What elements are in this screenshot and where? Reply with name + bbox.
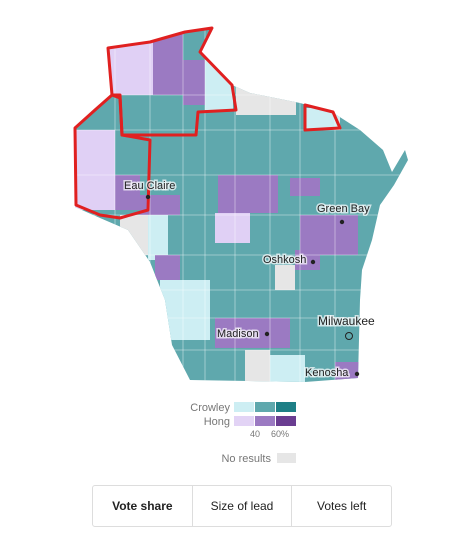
tab[interactable]: Vote share bbox=[112, 499, 173, 513]
legend-no-results: No results bbox=[221, 453, 271, 465]
city-label: Oshkosh bbox=[263, 254, 306, 266]
legend-label: Hong bbox=[204, 416, 230, 428]
city-label: Madison bbox=[217, 328, 259, 340]
legend-label: Crowley bbox=[190, 402, 230, 414]
legend-swatches bbox=[234, 402, 296, 463]
tab-bar: Vote share Size of lead Votes left bbox=[92, 485, 392, 527]
legend-scale: 40 bbox=[250, 429, 260, 439]
tab[interactable]: Size of lead bbox=[191, 486, 292, 526]
highlight-outlines bbox=[73, 26, 342, 220]
city-label: Eau Claire bbox=[124, 180, 175, 192]
legend-scale: 60% bbox=[271, 429, 289, 439]
city-label: Milwaukee bbox=[318, 314, 375, 328]
map: Eau Claire Green Bay Oshkosh Milwaukee M… bbox=[73, 26, 408, 465]
city-label: Kenosha bbox=[305, 367, 349, 379]
tab[interactable]: Votes left bbox=[291, 486, 391, 526]
city-label: Green Bay bbox=[317, 203, 370, 215]
